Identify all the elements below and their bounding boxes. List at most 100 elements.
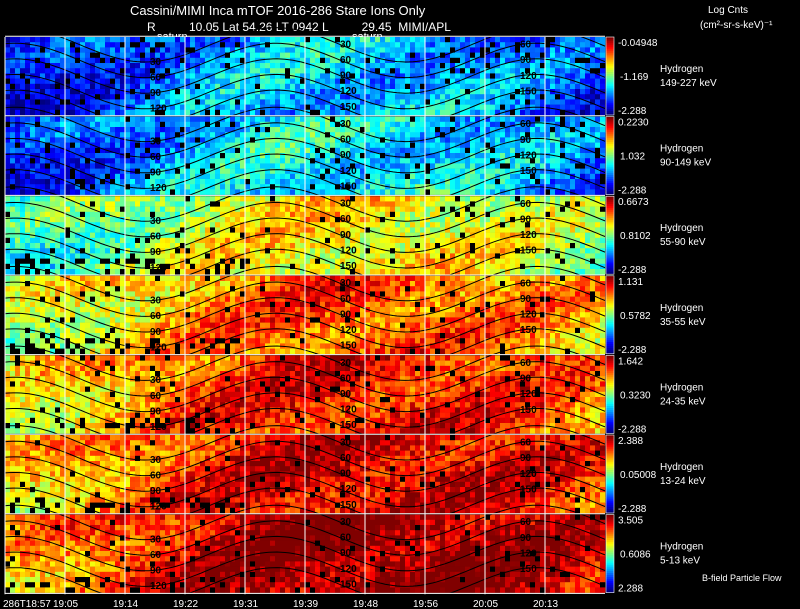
heatmap-cell: [580, 42, 586, 48]
heatmap-cell: [210, 211, 216, 218]
heatmap-cell: [70, 243, 76, 249]
heatmap-cell: [60, 68, 66, 74]
heatmap-cell: [415, 222, 421, 228]
heatmap-cell: [200, 258, 206, 265]
heatmap-cell: [405, 196, 411, 202]
heatmap-cell: [285, 47, 291, 53]
heatmap-cell: [50, 57, 56, 64]
heatmap-cell: [340, 232, 346, 239]
heatmap-cell: [205, 147, 211, 154]
heatmap-cell: [220, 201, 226, 207]
heatmap-cell: [300, 173, 306, 180]
heatmap-cell: [410, 94, 416, 100]
heatmap-cell: [255, 269, 261, 275]
heatmap-cell: [250, 94, 256, 100]
heatmap-cell: [560, 109, 566, 116]
heatmap-cell: [285, 263, 291, 270]
heatmap-cell: [585, 163, 591, 169]
heatmap-cell: [165, 196, 171, 202]
heatmap-cell: [240, 258, 246, 265]
heatmap-cell: [30, 158, 36, 164]
heatmap-cell: [315, 243, 321, 249]
heatmap-cell: [120, 217, 126, 223]
heatmap-cell: [60, 153, 66, 159]
heatmap-cell: [205, 158, 211, 164]
heatmap-cell: [110, 104, 116, 111]
heatmap-cell: [425, 94, 431, 100]
heatmap-cell: [325, 153, 331, 159]
heatmap-cell: [95, 121, 101, 128]
heatmap-cell: [70, 104, 76, 111]
heatmap-cell: [60, 109, 66, 116]
heatmap-cell: [280, 253, 286, 259]
heatmap-cell: [535, 153, 541, 159]
heatmap-cell: [140, 99, 146, 105]
heatmap-cell: [275, 217, 281, 223]
colorbar-segment: [606, 173, 614, 176]
heatmap-cell: [110, 147, 116, 154]
heatmap-cell: [205, 132, 211, 138]
heatmap-cell: [355, 222, 361, 228]
heatmap-cell: [380, 253, 386, 259]
heatmap-cell: [45, 147, 51, 154]
heatmap-cell: [335, 89, 341, 95]
heatmap-cell: [85, 57, 91, 64]
heatmap-cell: [50, 263, 56, 270]
heatmap-cell: [60, 206, 66, 213]
heatmap-cell: [15, 78, 21, 85]
heatmap-cell: [90, 147, 96, 154]
heatmap-cell: [110, 243, 116, 249]
heatmap-cell: [180, 47, 186, 53]
heatmap-cell: [225, 57, 231, 64]
heatmap-cell: [550, 116, 556, 123]
heatmap-cell: [555, 83, 561, 90]
heatmap-cell: [225, 237, 231, 244]
heatmap-cell: [460, 52, 466, 59]
heatmap-cell: [325, 248, 331, 254]
heatmap-cell: [210, 147, 216, 154]
heatmap-cell: [200, 99, 206, 105]
heatmap-cell: [220, 104, 226, 111]
heatmap-cell: [275, 137, 281, 143]
heatmap-cell: [250, 211, 256, 218]
heatmap-cell: [65, 109, 71, 116]
heatmap-cell: [140, 163, 146, 169]
heatmap-cell: [105, 57, 111, 64]
heatmap-cell: [135, 37, 141, 43]
heatmap-cell: [80, 78, 86, 85]
heatmap-cell: [485, 163, 491, 169]
heatmap-cell: [505, 104, 511, 111]
heatmap-cell: [80, 94, 86, 100]
heatmap-cell: [335, 258, 341, 265]
heatmap-cell: [395, 201, 401, 207]
heatmap-cell: [190, 206, 196, 213]
heatmap-cell: [25, 83, 31, 90]
colorbar-mid-label: 1.032: [620, 152, 645, 163]
heatmap-cell: [95, 243, 101, 249]
heatmap-cell: [355, 94, 361, 100]
heatmap-cell: [205, 222, 211, 228]
heatmap-cell: [445, 116, 451, 123]
heatmap-cell: [445, 163, 451, 169]
heatmap-cell: [475, 153, 481, 159]
heatmap-cell: [345, 121, 351, 128]
heatmap-cell: [455, 37, 461, 43]
heatmap-cell: [40, 94, 46, 100]
heatmap-cell: [200, 68, 206, 74]
heatmap-cell: [190, 132, 196, 138]
heatmap-cell: [430, 42, 436, 48]
heatmap-cell: [280, 147, 286, 154]
heatmap-cell: [470, 104, 476, 111]
heatmap-cell: [140, 147, 146, 154]
heatmap-cell: [55, 83, 61, 90]
heatmap-cell: [15, 189, 21, 195]
heatmap-cell: [425, 189, 431, 195]
heatmap-cell: [65, 189, 71, 195]
heatmap-cell: [295, 179, 301, 185]
heatmap-cell: [60, 189, 66, 195]
heatmap-cell: [500, 73, 506, 79]
heatmap-cell: [525, 189, 531, 195]
heatmap-cell: [160, 42, 166, 48]
heatmap-cell: [245, 211, 251, 218]
heatmap-cell: [440, 173, 446, 180]
